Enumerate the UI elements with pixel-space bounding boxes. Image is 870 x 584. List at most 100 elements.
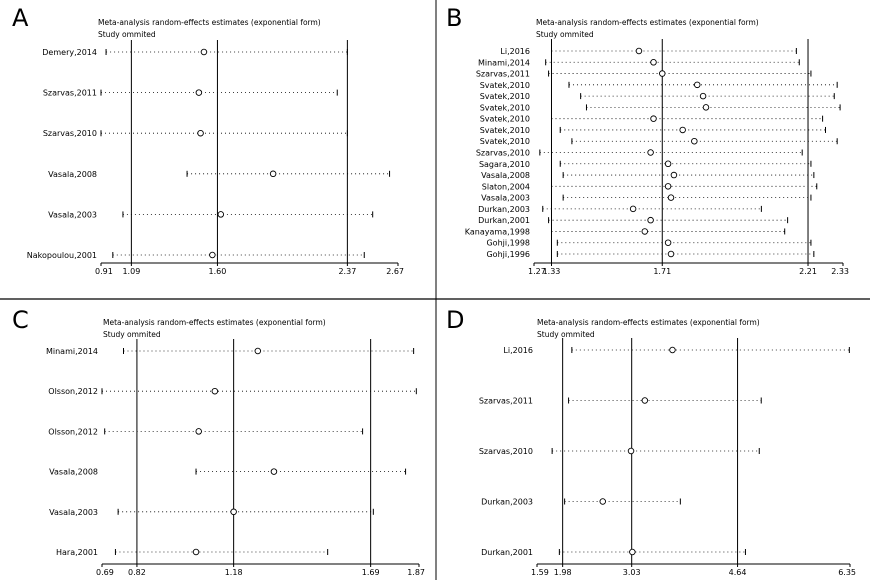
study-row: Durkan,2003 [481,498,681,507]
estimate-point [650,59,657,66]
chart-subtitle: Study ommited [536,30,594,39]
study-row: Svatek,2010 [480,92,835,101]
study-row: Szarvas,2011 [479,397,762,406]
study-label: Minami,2014 [478,58,530,67]
estimate-point [667,250,675,258]
study-label: Vasala,2008 [49,468,98,477]
estimate-point [699,92,707,100]
study-row: Slaton,2004 [482,182,818,191]
panel-c: C Meta-analysis random-effects estimates … [12,306,425,577]
estimate-point [192,548,200,556]
chart-title: Meta-analysis random-effects estimates (… [536,18,759,27]
study-label: Gohji,1998 [486,239,530,248]
estimate-point [599,498,607,505]
study-row: Olsson,2012 [48,387,417,396]
x-tick-label: 3.03 [623,568,641,577]
estimate-point [269,170,277,178]
study-row: Svatek,2010 [480,126,827,135]
study-row: Vasala,2008 [49,468,407,477]
estimate-point [641,397,649,404]
estimate-point [270,468,278,475]
study-row: Gohji,1998 [486,239,812,248]
study-row: Olsson,2012 [48,427,364,436]
study-label: Vasala,2008 [481,171,530,180]
study-row: Szarvas,2010 [479,447,760,456]
study-label: Minami,2014 [46,347,98,356]
chart-title: Meta-analysis random-effects estimates (… [98,18,321,27]
estimate-point [647,149,654,156]
chart-title: Meta-analysis random-effects estimates (… [103,318,326,327]
study-label: Nakopoulou,2001 [27,251,97,260]
estimate-point [211,387,219,395]
estimate-point [641,228,649,235]
x-tick-label: 1.59 [531,568,549,577]
study-row: Li,2016 [503,346,850,355]
study-label: Durkan,2001 [481,548,533,557]
study-label: Svatek,2010 [480,103,530,112]
x-tick-label: 1.09 [122,267,140,276]
study-row: Li,2016 [500,47,797,56]
x-tick-label: 0.69 [96,568,114,577]
study-row: Minami,2014 [46,347,415,356]
study-row: Szarvas,2011 [476,70,812,79]
study-label: Olsson,2012 [48,427,98,436]
study-row: Gohji,1996 [486,250,815,259]
study-row: Svatek,2010 [480,103,841,112]
estimate-point [629,548,636,556]
study-row: Svatek,2010 [480,137,838,146]
study-label: Szarvas,2011 [43,89,97,98]
study-label: Li,2016 [503,346,533,355]
x-tick-label: 1.60 [209,267,227,276]
x-tick-label: 1.69 [362,568,380,577]
study-label: Vasala,2003 [481,194,530,203]
study-label: Szarvas,2011 [479,397,533,406]
panel-b: B Meta-analysis random-effects estimates … [446,4,849,276]
estimate-point [650,115,657,122]
study-label: Vasala,2003 [49,508,98,517]
estimate-point [635,47,643,55]
x-tick-label: 1.87 [407,568,425,577]
study-row: Durkan,2003 [478,205,762,214]
estimate-point [195,428,202,435]
x-tick-label: 4.64 [729,568,747,577]
study-label: Svatek,2010 [480,92,530,101]
study-label: Durkan,2003 [478,205,530,214]
estimate-point [230,508,237,516]
x-tick-label: 0.91 [95,267,113,276]
estimate-point [691,137,698,145]
study-label: Sagara,2010 [479,160,530,169]
study-label: Svatek,2010 [480,137,530,146]
study-row: Nakopoulou,2001 [27,251,365,260]
x-tick-label: 0.82 [128,568,146,577]
panel-letter: B [446,4,462,32]
study-row: Szarvas,2010 [476,149,803,158]
estimate-point [195,89,203,96]
study-label: Szarvas,2010 [43,129,97,138]
study-label: Vasala,2003 [48,210,97,219]
estimate-point [209,251,216,259]
estimate-point [647,216,654,224]
estimate-point [627,447,635,455]
study-label: Li,2016 [500,47,530,56]
study-row: Hara,2001 [56,548,329,557]
study-label: Gohji,1996 [486,250,530,259]
x-tick-label: 1.27 [528,267,546,276]
x-tick-label: 1.33 [543,267,561,276]
study-row: Kanayama,1998 [465,227,786,236]
estimate-point [679,126,686,134]
estimate-point [664,160,672,168]
estimate-point [217,211,225,218]
study-label: Vasala,2008 [48,170,97,179]
study-row: Durkan,2001 [478,216,789,225]
study-label: Szarvas,2010 [476,149,530,158]
study-row: Svatek,2010 [480,115,824,124]
study-label: Svatek,2010 [480,115,530,124]
x-tick-label: 2.33 [831,267,849,276]
study-row: Vasala,2003 [49,508,374,517]
estimate-point [197,129,204,137]
estimate-point [664,239,672,246]
chart-subtitle: Study ommited [537,330,595,339]
study-label: Kanayama,1998 [465,227,530,236]
